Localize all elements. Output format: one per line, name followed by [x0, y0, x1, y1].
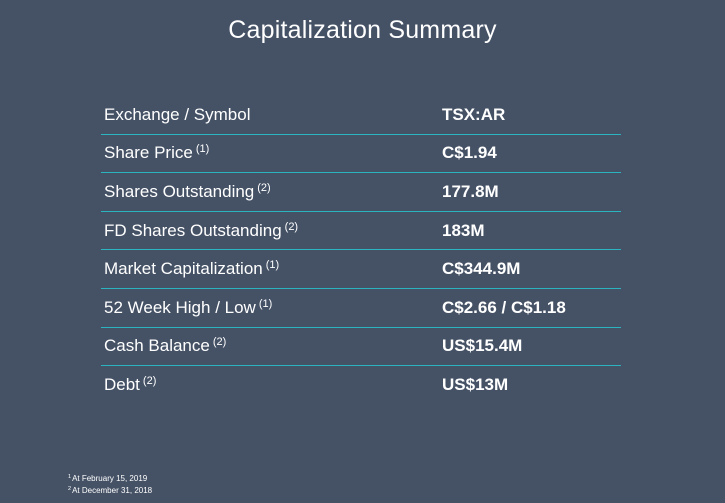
footnote-ref: (2) — [212, 336, 227, 349]
row-label: Debt (2) — [104, 375, 157, 395]
row-label: Market Capitalization (1) — [104, 259, 280, 279]
row-value: C$344.9M — [442, 259, 521, 279]
footnote: 2At December 31, 2018 — [68, 484, 152, 496]
footnote-ref: (2) — [142, 375, 157, 388]
row-label: Exchange / Symbol — [104, 104, 251, 124]
row-label: Cash Balance (2) — [104, 336, 227, 356]
row-value: 183M — [442, 220, 485, 240]
table-row: Market Capitalization (1) C$344.9M — [101, 250, 621, 289]
row-value: 177.8M — [442, 181, 499, 201]
row-value: US$13M — [442, 375, 509, 395]
page-title: Capitalization Summary — [228, 16, 497, 44]
table-row: 52 Week High / Low (1) C$2.66 / C$1.18 — [101, 289, 621, 328]
table-row: Cash Balance (2) US$15.4M — [101, 328, 621, 367]
row-value: TSX:AR — [442, 104, 506, 124]
row-label: Share Price (1) — [104, 143, 210, 163]
footnote-ref: (1) — [265, 259, 280, 272]
footnote-ref: (2) — [284, 220, 299, 233]
table-row: Share Price (1) C$1.94 — [101, 135, 621, 174]
row-label: 52 Week High / Low (1) — [104, 297, 273, 317]
footnote-text: At December 31, 2018 — [72, 486, 153, 495]
footnotes: 1At February 15, 2019 2At December 31, 2… — [68, 472, 152, 496]
row-label: FD Shares Outstanding (2) — [104, 220, 299, 240]
row-value: C$2.66 / C$1.18 — [442, 297, 566, 317]
table-row: Exchange / Symbol TSX:AR — [101, 96, 621, 135]
table-row: FD Shares Outstanding (2) 183M — [101, 212, 621, 251]
row-label: Shares Outstanding (2) — [104, 181, 271, 201]
row-value: US$15.4M — [442, 336, 523, 356]
footnote-text: At February 15, 2019 — [72, 474, 148, 483]
table-row: Shares Outstanding (2) 177.8M — [101, 173, 621, 212]
footnote-mark: 1 — [68, 474, 72, 480]
footnote: 1At February 15, 2019 — [68, 472, 152, 484]
capitalization-table: Exchange / Symbol TSX:AR Share Price (1) … — [101, 96, 621, 405]
footnote-ref: (2) — [257, 181, 271, 194]
table-row: Debt (2) US$13M — [101, 366, 621, 405]
row-value: C$1.94 — [442, 143, 497, 163]
footnote-ref: (1) — [195, 143, 210, 156]
footnote-mark: 2 — [68, 486, 72, 492]
footnote-ref: (1) — [258, 297, 273, 310]
